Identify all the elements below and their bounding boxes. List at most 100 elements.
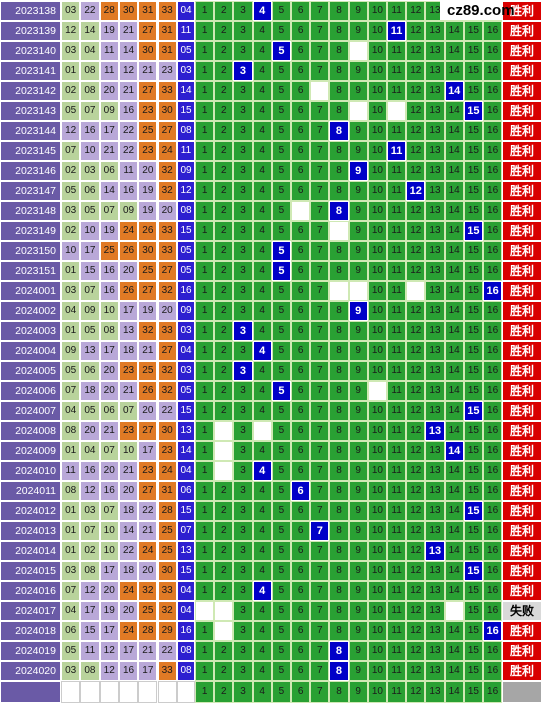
number-cell: 16	[483, 321, 503, 341]
red-ball-cell: 24	[118, 621, 139, 641]
number-cell: 8	[329, 261, 349, 281]
number-cell: 1	[195, 221, 215, 241]
period-cell: 2024016	[0, 581, 61, 601]
period-cell: 2024013	[0, 521, 61, 541]
number-cell: 2	[214, 401, 234, 421]
number-cell: 5	[271, 561, 291, 581]
blue-ball-cell: 13	[177, 541, 195, 561]
result-win-badge: 胜利	[502, 661, 542, 681]
footer-ball-cell	[61, 681, 81, 703]
red-ball-cell: 17	[118, 301, 139, 321]
footer-number-cell: 15	[463, 681, 483, 703]
red-ball-cell: 06	[80, 181, 100, 201]
number-cell: 13	[425, 81, 445, 101]
red-ball-cell: 12	[61, 121, 81, 141]
red-ball-cell: 31	[157, 41, 177, 61]
hit-number-cell: 11	[387, 141, 407, 161]
number-cell: 15	[463, 261, 483, 281]
blue-ball-cell: 06	[177, 481, 195, 501]
number-cell: 3	[233, 281, 253, 301]
number-cell: 6	[291, 401, 311, 421]
number-cell: 11	[387, 301, 407, 321]
number-cell: 4	[252, 41, 272, 61]
blank-number-cell	[387, 101, 407, 121]
result-win-badge: 胜利	[502, 361, 542, 381]
number-cell: 8	[329, 441, 349, 461]
number-cell: 3	[233, 501, 253, 521]
red-ball-cell: 01	[61, 321, 81, 341]
red-ball-cell: 26	[138, 381, 158, 401]
number-cell: 8	[329, 321, 349, 341]
number-cell: 15	[463, 521, 483, 541]
number-cell: 16	[483, 381, 503, 401]
number-cell: 7	[310, 381, 330, 401]
number-cell: 8	[329, 1, 349, 21]
number-cell: 5	[271, 501, 291, 521]
number-cell: 8	[329, 561, 349, 581]
number-cell: 3	[233, 201, 253, 221]
red-ball-cell: 22	[157, 641, 177, 661]
number-cell: 10	[367, 101, 387, 121]
blue-ball-cell: 11	[177, 21, 195, 41]
number-cell: 9	[348, 581, 368, 601]
red-ball-cell: 08	[61, 421, 81, 441]
number-cell: 14	[444, 501, 464, 521]
number-cell: 8	[329, 101, 349, 121]
red-ball-cell: 03	[61, 1, 81, 21]
number-cell: 12	[406, 381, 426, 401]
blue-ball-cell: 04	[177, 1, 195, 21]
number-cell: 12	[406, 221, 426, 241]
red-ball-cell: 17	[138, 441, 158, 461]
number-cell: 2	[214, 521, 234, 541]
result-win-badge: 胜利	[502, 261, 542, 281]
number-cell: 3	[233, 421, 253, 441]
number-cell: 13	[425, 41, 445, 61]
footer-ball-cell	[157, 681, 177, 703]
red-ball-cell: 25	[138, 121, 158, 141]
red-ball-cell: 17	[99, 561, 119, 581]
site-logo[interactable]: cz89.com	[440, 0, 515, 20]
number-cell: 5	[271, 641, 291, 661]
red-ball-cell: 25	[138, 361, 158, 381]
number-cell: 13	[425, 261, 445, 281]
number-cell: 9	[348, 61, 368, 81]
number-cell: 7	[310, 141, 330, 161]
red-ball-cell: 15	[80, 261, 100, 281]
period-cell: 2023142	[0, 81, 61, 101]
number-cell: 9	[348, 361, 368, 381]
number-cell: 11	[387, 241, 407, 261]
footer-number-cell: 13	[425, 681, 445, 703]
number-cell: 12	[406, 121, 426, 141]
blank-number-cell	[329, 281, 349, 301]
number-cell: 9	[348, 481, 368, 501]
number-cell: 14	[444, 281, 464, 301]
number-cell: 7	[310, 221, 330, 241]
number-cell: 15	[463, 381, 483, 401]
number-cell: 16	[483, 661, 503, 681]
red-ball-cell: 12	[61, 21, 81, 41]
red-ball-cell: 16	[99, 481, 119, 501]
number-cell: 9	[348, 441, 368, 461]
red-ball-cell: 10	[118, 441, 139, 461]
result-win-badge: 胜利	[502, 481, 542, 501]
hit-number-cell: 16	[483, 281, 503, 301]
number-cell: 14	[444, 161, 464, 181]
number-cell: 6	[291, 161, 311, 181]
number-cell: 12	[406, 561, 426, 581]
number-cell: 12	[406, 1, 426, 21]
red-ball-cell: 17	[138, 661, 158, 681]
hit-number-cell: 8	[329, 121, 349, 141]
number-cell: 10	[367, 321, 387, 341]
number-cell: 13	[425, 281, 445, 301]
red-ball-cell: 07	[61, 381, 81, 401]
blank-number-cell	[214, 461, 234, 481]
blue-ball-cell: 15	[177, 501, 195, 521]
blue-ball-cell: 15	[177, 561, 195, 581]
red-ball-cell: 12	[99, 661, 119, 681]
number-cell: 6	[291, 601, 311, 621]
number-cell: 5	[271, 361, 291, 381]
number-cell: 13	[425, 201, 445, 221]
red-ball-cell: 24	[157, 141, 177, 161]
number-cell: 13	[425, 141, 445, 161]
hit-number-cell: 3	[233, 361, 253, 381]
